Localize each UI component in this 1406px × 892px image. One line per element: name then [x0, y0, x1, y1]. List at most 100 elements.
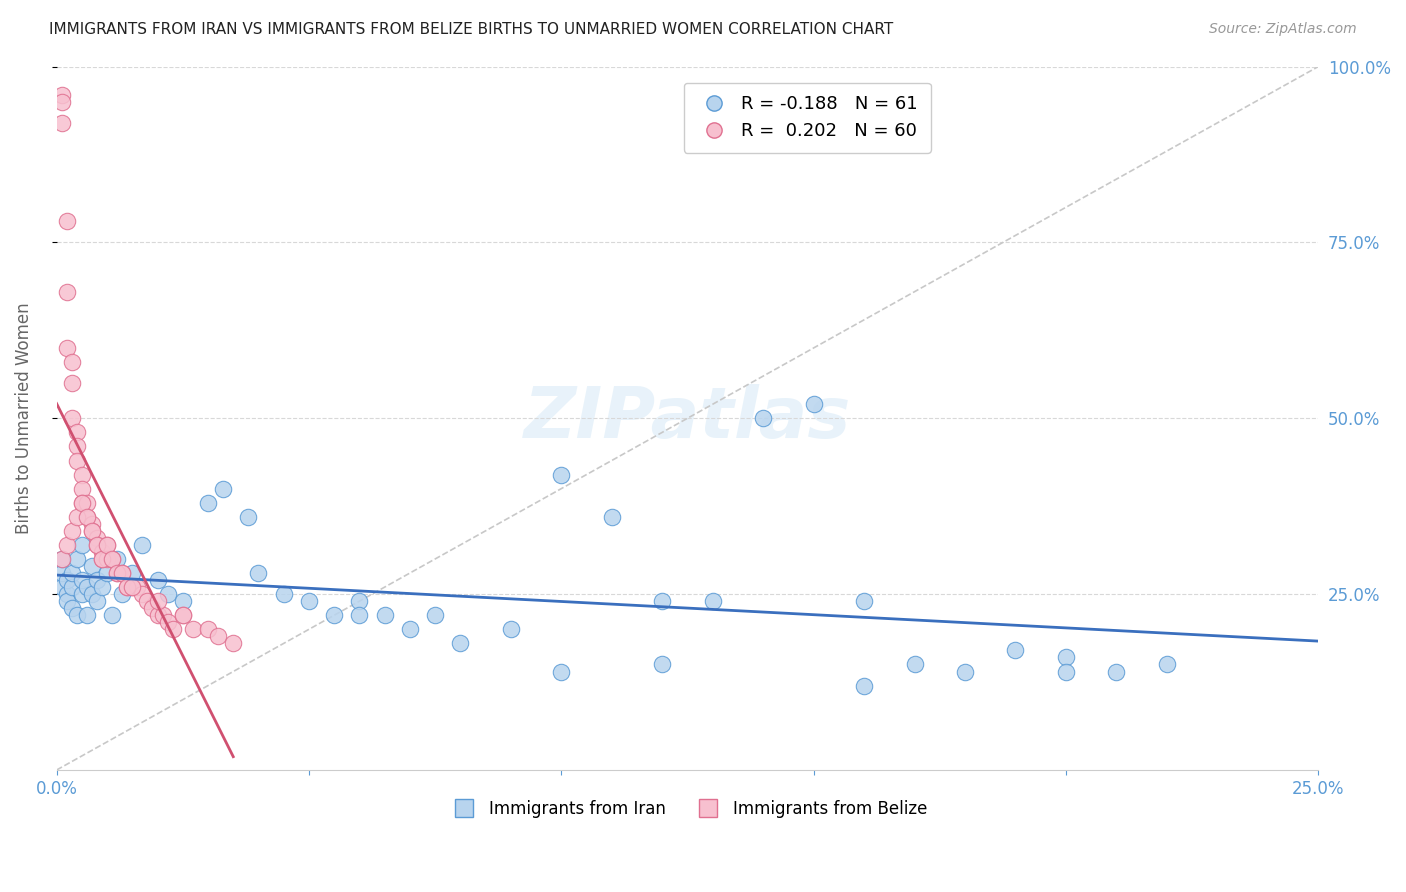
- Immigrants from Iran: [172, 594, 194, 608]
- Immigrants from Belize: [207, 629, 229, 643]
- Immigrants from Belize: [141, 601, 163, 615]
- Immigrants from Belize: [181, 623, 204, 637]
- Immigrants from Iran: [499, 623, 522, 637]
- Immigrants from Belize: [80, 516, 103, 531]
- Legend: Immigrants from Iran, Immigrants from Belize: Immigrants from Iran, Immigrants from Be…: [441, 794, 934, 825]
- Immigrants from Iran: [51, 552, 73, 566]
- Immigrants from Belize: [86, 538, 108, 552]
- Immigrants from Iran: [101, 608, 124, 623]
- Immigrants from Belize: [55, 538, 77, 552]
- Y-axis label: Births to Unmarried Women: Births to Unmarried Women: [15, 302, 32, 534]
- Immigrants from Belize: [70, 496, 93, 510]
- Immigrants from Iran: [86, 573, 108, 587]
- Immigrants from Iran: [212, 482, 235, 496]
- Immigrants from Iran: [60, 601, 83, 615]
- Immigrants from Belize: [76, 496, 98, 510]
- Immigrants from Iran: [550, 467, 572, 482]
- Immigrants from Belize: [55, 341, 77, 355]
- Immigrants from Iran: [51, 566, 73, 580]
- Immigrants from Iran: [156, 587, 179, 601]
- Immigrants from Iran: [105, 552, 128, 566]
- Immigrants from Belize: [70, 496, 93, 510]
- Immigrants from Iran: [752, 411, 775, 425]
- Immigrants from Belize: [51, 87, 73, 102]
- Immigrants from Belize: [222, 636, 245, 650]
- Immigrants from Belize: [66, 453, 89, 467]
- Immigrants from Iran: [651, 657, 673, 672]
- Immigrants from Iran: [423, 608, 446, 623]
- Immigrants from Belize: [156, 615, 179, 630]
- Immigrants from Belize: [51, 552, 73, 566]
- Immigrants from Iran: [131, 538, 153, 552]
- Immigrants from Belize: [51, 116, 73, 130]
- Immigrants from Iran: [238, 509, 260, 524]
- Immigrants from Belize: [127, 580, 149, 594]
- Immigrants from Belize: [172, 608, 194, 623]
- Immigrants from Belize: [136, 594, 159, 608]
- Immigrants from Belize: [146, 608, 169, 623]
- Immigrants from Belize: [105, 566, 128, 580]
- Immigrants from Iran: [651, 594, 673, 608]
- Immigrants from Iran: [76, 608, 98, 623]
- Immigrants from Iran: [298, 594, 321, 608]
- Immigrants from Iran: [111, 587, 134, 601]
- Immigrants from Iran: [702, 594, 724, 608]
- Immigrants from Belize: [76, 509, 98, 524]
- Immigrants from Iran: [349, 608, 371, 623]
- Immigrants from Iran: [80, 559, 103, 574]
- Immigrants from Belize: [197, 623, 219, 637]
- Immigrants from Belize: [80, 524, 103, 538]
- Immigrants from Belize: [152, 608, 174, 623]
- Immigrants from Iran: [349, 594, 371, 608]
- Immigrants from Iran: [66, 608, 89, 623]
- Immigrants from Iran: [60, 566, 83, 580]
- Immigrants from Belize: [86, 531, 108, 545]
- Immigrants from Iran: [600, 509, 623, 524]
- Immigrants from Iran: [91, 580, 114, 594]
- Immigrants from Belize: [55, 214, 77, 228]
- Immigrants from Iran: [86, 594, 108, 608]
- Immigrants from Belize: [111, 566, 134, 580]
- Immigrants from Belize: [80, 524, 103, 538]
- Immigrants from Iran: [374, 608, 396, 623]
- Immigrants from Belize: [86, 538, 108, 552]
- Immigrants from Iran: [323, 608, 346, 623]
- Immigrants from Belize: [146, 594, 169, 608]
- Immigrants from Belize: [66, 509, 89, 524]
- Immigrants from Iran: [803, 397, 825, 411]
- Immigrants from Belize: [91, 545, 114, 559]
- Immigrants from Iran: [1105, 665, 1128, 679]
- Immigrants from Iran: [953, 665, 976, 679]
- Immigrants from Iran: [1004, 643, 1026, 657]
- Immigrants from Belize: [121, 580, 143, 594]
- Immigrants from Iran: [197, 496, 219, 510]
- Immigrants from Iran: [247, 566, 270, 580]
- Immigrants from Belize: [117, 580, 139, 594]
- Immigrants from Iran: [96, 566, 118, 580]
- Immigrants from Belize: [131, 587, 153, 601]
- Immigrants from Belize: [101, 552, 124, 566]
- Immigrants from Belize: [172, 608, 194, 623]
- Immigrants from Belize: [105, 566, 128, 580]
- Text: Source: ZipAtlas.com: Source: ZipAtlas.com: [1209, 22, 1357, 37]
- Immigrants from Belize: [66, 439, 89, 453]
- Immigrants from Iran: [903, 657, 925, 672]
- Immigrants from Iran: [66, 552, 89, 566]
- Immigrants from Belize: [60, 524, 83, 538]
- Immigrants from Iran: [399, 623, 422, 637]
- Immigrants from Iran: [70, 587, 93, 601]
- Immigrants from Iran: [1156, 657, 1178, 672]
- Immigrants from Iran: [76, 580, 98, 594]
- Immigrants from Belize: [60, 411, 83, 425]
- Immigrants from Iran: [80, 587, 103, 601]
- Immigrants from Iran: [146, 573, 169, 587]
- Text: ZIPatlas: ZIPatlas: [524, 384, 851, 453]
- Immigrants from Iran: [550, 665, 572, 679]
- Immigrants from Belize: [162, 623, 184, 637]
- Immigrants from Iran: [70, 538, 93, 552]
- Immigrants from Belize: [91, 552, 114, 566]
- Immigrants from Iran: [55, 573, 77, 587]
- Immigrants from Iran: [70, 573, 93, 587]
- Immigrants from Belize: [55, 285, 77, 299]
- Immigrants from Iran: [853, 679, 876, 693]
